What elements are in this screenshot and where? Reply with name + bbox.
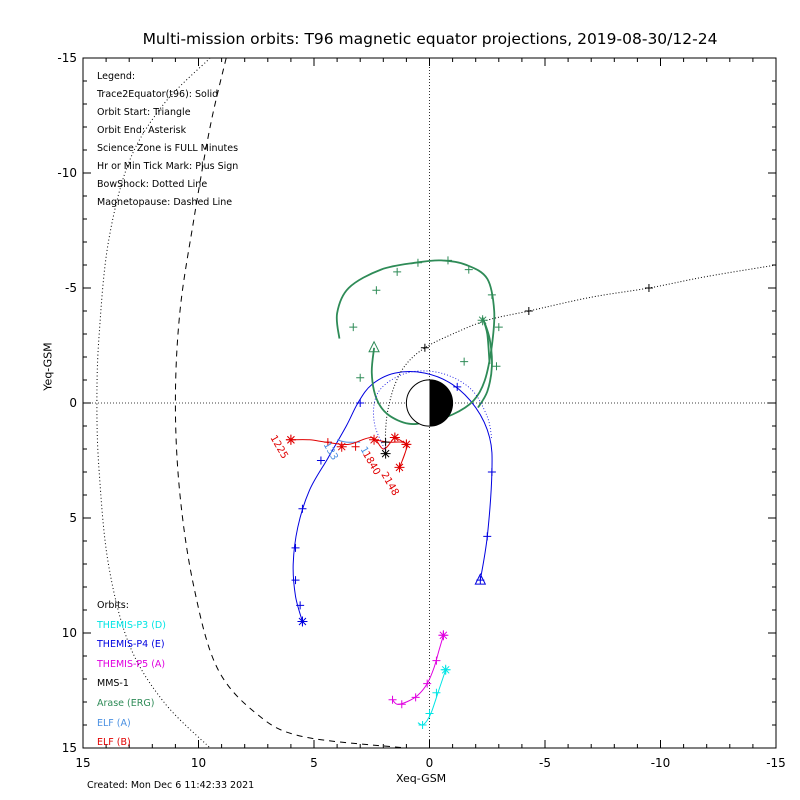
- y-axis-label: Yeq-GSM: [41, 342, 55, 391]
- legend-item: Magnetopause: Dashed Line: [97, 197, 233, 208]
- tick-mark: [453, 382, 462, 391]
- tick-mark: [487, 468, 496, 476]
- series-line: [392, 635, 444, 705]
- tick-mark: [420, 343, 429, 352]
- tick-mark: [483, 532, 492, 541]
- x-tick-label: -5: [539, 756, 551, 770]
- orbits-header: Orbits:: [97, 600, 129, 611]
- legend-item: Orbit Start: Triangle: [97, 107, 191, 118]
- tick-mark: [494, 323, 503, 332]
- series-line: [373, 370, 493, 452]
- orbit-legend-item: THEMIS-P5 (A): [97, 658, 166, 670]
- series-line: [292, 371, 493, 622]
- tick-mark: [298, 504, 307, 513]
- tick-mark: [443, 256, 452, 265]
- y-tick-label: 15: [62, 741, 77, 755]
- orbit-legend-item: THEMIS-P3 (D): [97, 619, 166, 631]
- series-line: [417, 669, 447, 726]
- orbit-end-marker: [285, 434, 296, 445]
- legend-item: Science Zone is FULL Minutes: [97, 143, 239, 154]
- x-axis-label: Xeq-GSM: [396, 772, 447, 785]
- tick-mark: [291, 543, 300, 552]
- orbit-legend-item: THEMIS-P4 (E): [97, 639, 165, 651]
- orbits-legend: Orbits: THEMIS-P3 (D) THEMIS-P4 (E) THEM…: [97, 596, 166, 753]
- plot-marks: [285, 256, 653, 729]
- tick-mark: [460, 357, 469, 366]
- x-tick-label: 0: [426, 756, 434, 770]
- orbit-legend-item: Arase (ERG): [97, 697, 155, 709]
- orbit-end-marker: [477, 315, 488, 326]
- tick-mark: [413, 258, 422, 267]
- legend-item: BowShock: Dotted Line: [97, 179, 208, 190]
- x-tick-label: -15: [766, 756, 786, 770]
- x-tick-label: 10: [191, 756, 206, 770]
- tick-mark: [432, 656, 441, 665]
- time-annotation: 1: [358, 445, 371, 456]
- tick-mark: [487, 290, 496, 299]
- tick-mark: [524, 307, 533, 315]
- x-tick-label: 15: [75, 756, 90, 770]
- tick-mark: [323, 438, 332, 447]
- orbit-start-marker: [368, 340, 380, 353]
- orbit-end-marker: [380, 448, 391, 459]
- tick-mark: [423, 679, 432, 688]
- x-tick-label: -10: [651, 756, 671, 770]
- tick-mark: [381, 438, 390, 447]
- tick-mark: [349, 323, 358, 332]
- tick-mark: [316, 456, 325, 465]
- tick-mark: [397, 700, 406, 709]
- tick-mark: [464, 265, 473, 274]
- tick-mark: [291, 576, 300, 585]
- y-tick-label: -5: [65, 281, 77, 295]
- series-line: [477, 316, 493, 409]
- y-tick-label: 5: [69, 511, 77, 525]
- legend-item: Orbit End: Asterisk: [97, 125, 187, 136]
- orbit-end-marker: [389, 432, 400, 443]
- tick-mark: [356, 373, 365, 382]
- orbit-end-marker: [438, 630, 449, 641]
- legend: Legend: Trace2Equator(t96): Solid Orbit …: [97, 68, 238, 212]
- earth-icon: [405, 379, 454, 427]
- orbit-legend-item: ELF (A): [97, 717, 131, 729]
- series-line: [384, 264, 777, 452]
- orbit-end-marker: [369, 434, 380, 445]
- orbit-legend-item: ELF (B): [97, 737, 131, 749]
- legend-item: Trace2Equator(t96): Solid: [97, 89, 219, 100]
- tick-mark: [393, 267, 402, 276]
- tick-mark: [425, 709, 434, 718]
- tick-mark: [356, 399, 365, 407]
- time-annotation: 2148: [378, 470, 400, 498]
- legend-item: Hr or Min Tick Mark: Plus Sign: [97, 161, 239, 172]
- magnetopause-line: [174, 57, 407, 749]
- orbit-end-marker: [297, 616, 308, 627]
- plot-axes: 15 10 5 0 -5 -10 -15 -15 -10 -5 0 5 10 15: [57, 51, 785, 770]
- y-tick-label: -15: [57, 51, 77, 65]
- created-timestamp: Created: Mon Dec 6 11:42:33 2021: [87, 780, 255, 791]
- time-annotation: 1225: [268, 434, 290, 462]
- orbit-end-marker: [440, 664, 451, 675]
- legend-header: Legend:: [97, 71, 136, 82]
- chart-title: Multi-mission orbits: T96 magnetic equat…: [142, 30, 718, 48]
- tick-mark: [296, 601, 305, 610]
- y-tick-label: 10: [62, 626, 77, 640]
- tick-mark: [418, 721, 427, 729]
- x-tick-label: 5: [310, 756, 318, 770]
- y-tick-label: 0: [69, 396, 77, 410]
- y-tick-label: -10: [57, 166, 77, 180]
- tick-mark: [388, 695, 397, 704]
- tick-mark: [644, 284, 653, 292]
- tick-mark: [351, 442, 360, 451]
- tick-mark: [372, 286, 381, 295]
- series-line: [335, 259, 496, 425]
- tick-mark: [492, 362, 501, 371]
- orbit-start-marker: [474, 572, 487, 585]
- tick-mark: [432, 688, 441, 697]
- orbit-end-marker: [336, 441, 347, 452]
- orbit-end-marker: [394, 462, 405, 473]
- orbit-legend-item: MMS-1: [97, 678, 129, 690]
- tick-mark: [411, 693, 420, 702]
- earth-night-side: [429, 379, 453, 427]
- orbit-end-marker: [401, 439, 412, 450]
